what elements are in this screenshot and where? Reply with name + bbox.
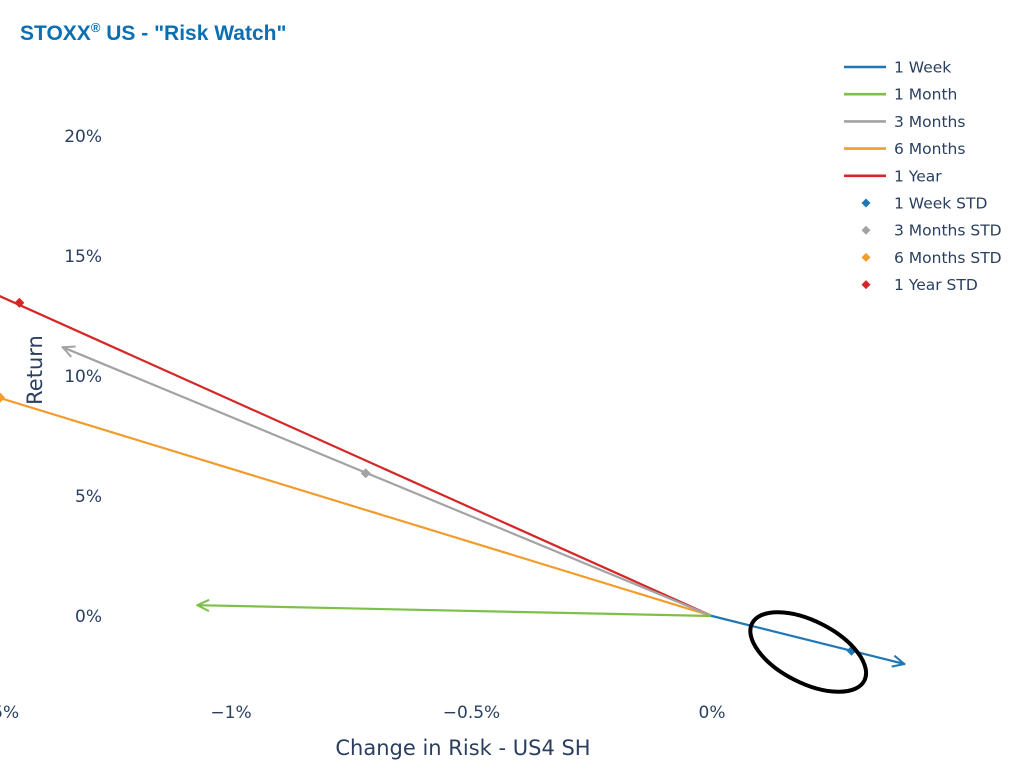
legend-label: 1 Week STD — [894, 195, 987, 213]
legend-label: 6 Months — [894, 140, 965, 158]
y-tick-label: 15% — [64, 247, 102, 267]
series-line-1-week — [710, 614, 906, 666]
x-tick-label: −0.5% — [443, 703, 500, 723]
plot-area — [0, 295, 906, 668]
x-tick-label: 0% — [699, 703, 726, 723]
series-line-1-year — [0, 295, 714, 618]
arrowhead-3-months — [61, 345, 76, 358]
legend-label: 1 Year STD — [894, 276, 978, 294]
x-axis-title: Change in Risk - US4 SH — [335, 736, 590, 760]
marker-6-months-std[interactable] — [0, 392, 6, 403]
legend-item-1-year-std[interactable]: 1 Year STD — [861, 276, 978, 294]
y-tick-label: 5% — [75, 487, 102, 507]
legend-item-3-months-std[interactable]: 3 Months STD — [861, 222, 1002, 240]
legend-label: 3 Months — [894, 113, 965, 131]
legend-item-6-months[interactable]: 6 Months — [844, 140, 965, 158]
legend-label: 1 Year — [894, 167, 942, 185]
y-tick-label: 10% — [64, 367, 102, 387]
chart-title-main: STOXX — [20, 22, 91, 45]
x-tick-label: −1.5% — [0, 703, 19, 723]
legend: 1 Week 1 Month 3 Months 6 Months 1 Year 1 Wee… — [844, 59, 1002, 294]
legend-item-6-months-std[interactable]: 6 Months STD — [861, 249, 1002, 267]
legend-item-1-year[interactable]: 1 Year — [844, 167, 942, 185]
legend-item-1-week-std[interactable]: 1 Week STD — [861, 195, 988, 213]
marker-3-months-std[interactable] — [360, 468, 371, 479]
y-tick-label: 20% — [64, 127, 102, 147]
series-line-3-months — [61, 346, 714, 618]
legend-swatch-marker — [861, 252, 871, 262]
y-axis-title: Return — [23, 335, 47, 405]
chart-title-sup: ® — [91, 20, 101, 35]
x-tick-label: −1% — [210, 703, 251, 723]
legend-item-3-months[interactable]: 3 Months — [844, 113, 965, 131]
annotations — [748, 610, 869, 694]
annotation-ellipse — [748, 610, 869, 694]
legend-label: 1 Week — [894, 59, 951, 77]
legend-swatch-marker — [861, 225, 871, 235]
chart-title-rest: US - "Risk Watch" — [100, 22, 286, 45]
arrowhead-1-month — [196, 598, 210, 612]
legend-label: 6 Months STD — [894, 249, 1002, 267]
legend-swatch-marker — [861, 198, 871, 208]
marker-1-year-std[interactable] — [14, 297, 25, 308]
arrowhead-1-week — [891, 654, 906, 668]
chart-title: STOXX® US - "Risk Watch" — [20, 20, 286, 45]
legend-label: 1 Month — [894, 86, 957, 104]
legend-label: 3 Months STD — [894, 222, 1002, 240]
y-tick-label: 0% — [75, 607, 102, 627]
axes: −2.5%−2%−1.5%−1%−0.5%0%0%5%10%15%20% — [0, 127, 725, 723]
series-line-1-month — [196, 604, 714, 618]
legend-item-1-month[interactable]: 1 Month — [844, 86, 957, 104]
legend-item-1-week[interactable]: 1 Week — [844, 59, 951, 77]
legend-swatch-marker — [861, 280, 871, 290]
series-line-6-months — [0, 396, 714, 618]
